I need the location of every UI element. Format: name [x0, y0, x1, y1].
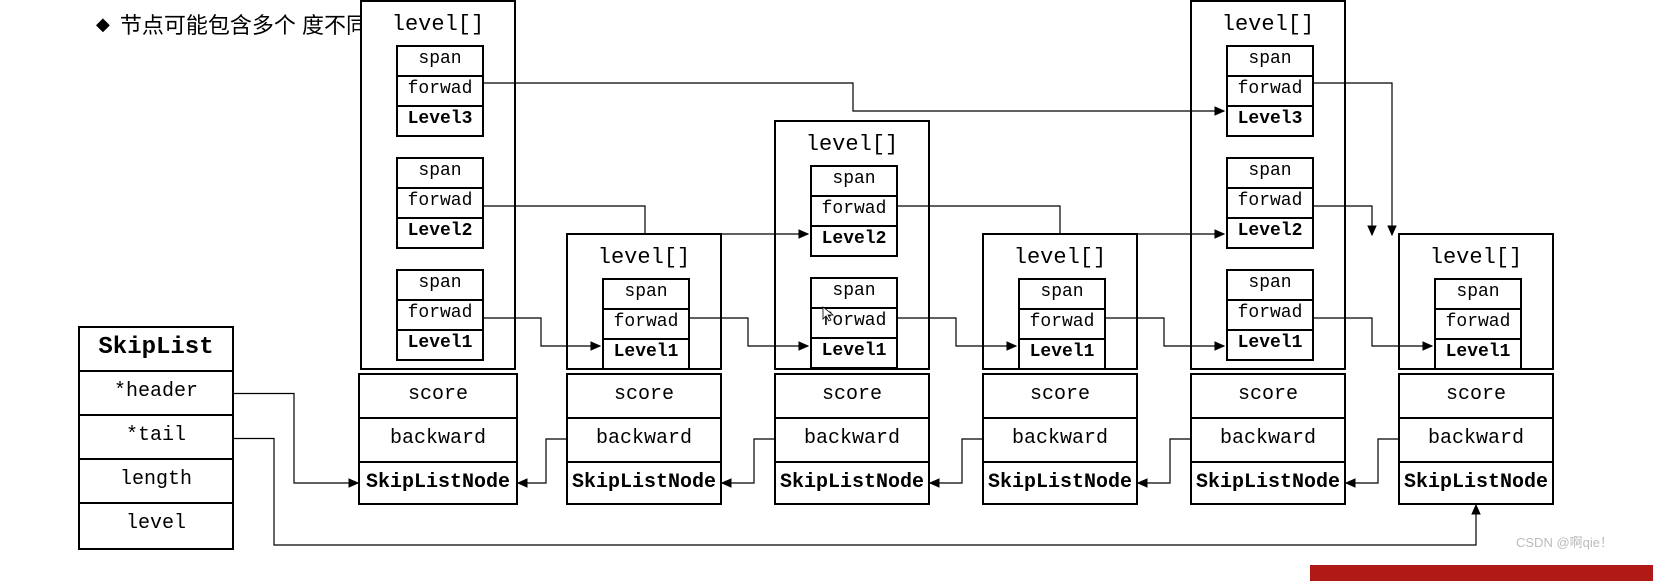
level-span-cell: span: [398, 271, 482, 301]
node-score-row: score: [776, 375, 928, 419]
skiplist-field-level: level: [80, 504, 232, 548]
level-entry: spanforwadLevel1: [1018, 278, 1106, 370]
node-score-row: score: [1192, 375, 1344, 419]
level-span-cell: span: [812, 167, 896, 197]
node-backward-row: backward: [1400, 419, 1552, 463]
level-array-label: level[]: [786, 132, 918, 157]
level-span-cell: span: [604, 280, 688, 310]
node-score-row: score: [984, 375, 1136, 419]
level-span-cell: span: [1228, 271, 1312, 301]
node-backward-row: backward: [360, 419, 516, 463]
skiplist-struct: SkipList *header *tail length level: [78, 326, 234, 550]
node-score-row: score: [568, 375, 720, 419]
node-score-row: score: [360, 375, 516, 419]
node-backward-row: backward: [776, 419, 928, 463]
level-span-cell: span: [1436, 280, 1520, 310]
level-array-box: level[]spanforwadLevel3spanforwadLevel2s…: [360, 0, 516, 370]
level-entry: spanforwadLevel1: [810, 277, 898, 369]
level-name-cell: Level3: [1228, 107, 1312, 135]
node-node-row: SkipListNode: [1192, 463, 1344, 507]
level-forward-cell: forwad: [1228, 77, 1312, 107]
level-forward-cell: forwad: [1228, 301, 1312, 331]
level-entry: spanforwadLevel3: [1226, 45, 1314, 137]
level-name-cell: Level1: [604, 340, 688, 368]
bullet-label: 节点可能包含多个 度不同。: [120, 8, 390, 40]
node-node-row: SkipListNode: [984, 463, 1136, 507]
level-forward-cell: forwad: [398, 301, 482, 331]
diamond-icon: ◆: [96, 14, 110, 35]
level-name-cell: Level1: [1020, 340, 1104, 368]
level-forward-cell: forwad: [1436, 310, 1520, 340]
level-entry: spanforwadLevel2: [396, 157, 484, 249]
level-array-box: level[] spanforwadLevel1: [982, 233, 1138, 370]
level-array-box: level[]spanforwadLevel2spanforwadLevel1: [774, 120, 930, 370]
level-span-cell: span: [1020, 280, 1104, 310]
level-forward-cell: forwad: [1020, 310, 1104, 340]
node-node-row: SkipListNode: [1400, 463, 1552, 507]
level-array-label: level[]: [372, 12, 504, 37]
level-name-cell: Level1: [398, 331, 482, 359]
node-node-row: SkipListNode: [568, 463, 720, 507]
skiplist-node: scorebackwardSkipListNode: [982, 373, 1138, 505]
bullet-text: ◆ 节点可能包含多个 度不同。: [96, 8, 390, 40]
accent-bar: [1310, 565, 1653, 581]
level-name-cell: Level2: [398, 219, 482, 247]
node-backward-row: backward: [984, 419, 1136, 463]
skiplist-field-header: *header: [80, 372, 232, 416]
node-node-row: SkipListNode: [360, 463, 516, 507]
level-forward-cell: forwad: [604, 310, 688, 340]
level-array-label: level[]: [578, 245, 710, 270]
skiplist-node: scorebackwardSkipListNode: [566, 373, 722, 505]
level-array-box: level[] spanforwadLevel1: [1398, 233, 1554, 370]
skiplist-node: scorebackwardSkipListNode: [1398, 373, 1554, 505]
skiplist-field-tail: *tail: [80, 416, 232, 460]
skiplist-node: scorebackwardSkipListNode: [358, 373, 518, 505]
level-forward-cell: forwad: [1228, 189, 1312, 219]
level-entry: spanforwadLevel2: [1226, 157, 1314, 249]
level-entry: spanforwadLevel1: [1434, 278, 1522, 370]
level-name-cell: Level2: [1228, 219, 1312, 247]
level-array-label: level[]: [994, 245, 1126, 270]
skiplist-node: scorebackwardSkipListNode: [774, 373, 930, 505]
level-entry: spanforwadLevel1: [396, 269, 484, 361]
level-span-cell: span: [812, 279, 896, 309]
watermark-text: CSDN @啊qie！: [1516, 532, 1613, 551]
level-forward-cell: forwad: [812, 309, 896, 339]
node-backward-row: backward: [568, 419, 720, 463]
level-entry: spanforwadLevel3: [396, 45, 484, 137]
level-entry: spanforwadLevel1: [602, 278, 690, 370]
level-entry: spanforwadLevel1: [1226, 269, 1314, 361]
level-array-box: level[] spanforwadLevel1: [566, 233, 722, 370]
node-backward-row: backward: [1192, 419, 1344, 463]
level-name-cell: Level2: [812, 227, 896, 255]
level-name-cell: Level3: [398, 107, 482, 135]
level-forward-cell: forwad: [812, 197, 896, 227]
level-forward-cell: forwad: [398, 77, 482, 107]
level-name-cell: Level1: [812, 339, 896, 367]
level-array-box: level[]spanforwadLevel3spanforwadLevel2s…: [1190, 0, 1346, 370]
node-score-row: score: [1400, 375, 1552, 419]
level-forward-cell: forwad: [398, 189, 482, 219]
level-span-cell: span: [1228, 159, 1312, 189]
skiplist-node: scorebackwardSkipListNode: [1190, 373, 1346, 505]
node-node-row: SkipListNode: [776, 463, 928, 507]
level-span-cell: span: [398, 159, 482, 189]
level-name-cell: Level1: [1228, 331, 1312, 359]
level-name-cell: Level1: [1436, 340, 1520, 368]
skiplist-field-length: length: [80, 460, 232, 504]
level-entry: spanforwadLevel2: [810, 165, 898, 257]
level-array-label: level[]: [1202, 12, 1334, 37]
skiplist-title: SkipList: [80, 328, 232, 372]
level-span-cell: span: [1228, 47, 1312, 77]
level-span-cell: span: [398, 47, 482, 77]
level-array-label: level[]: [1410, 245, 1542, 270]
